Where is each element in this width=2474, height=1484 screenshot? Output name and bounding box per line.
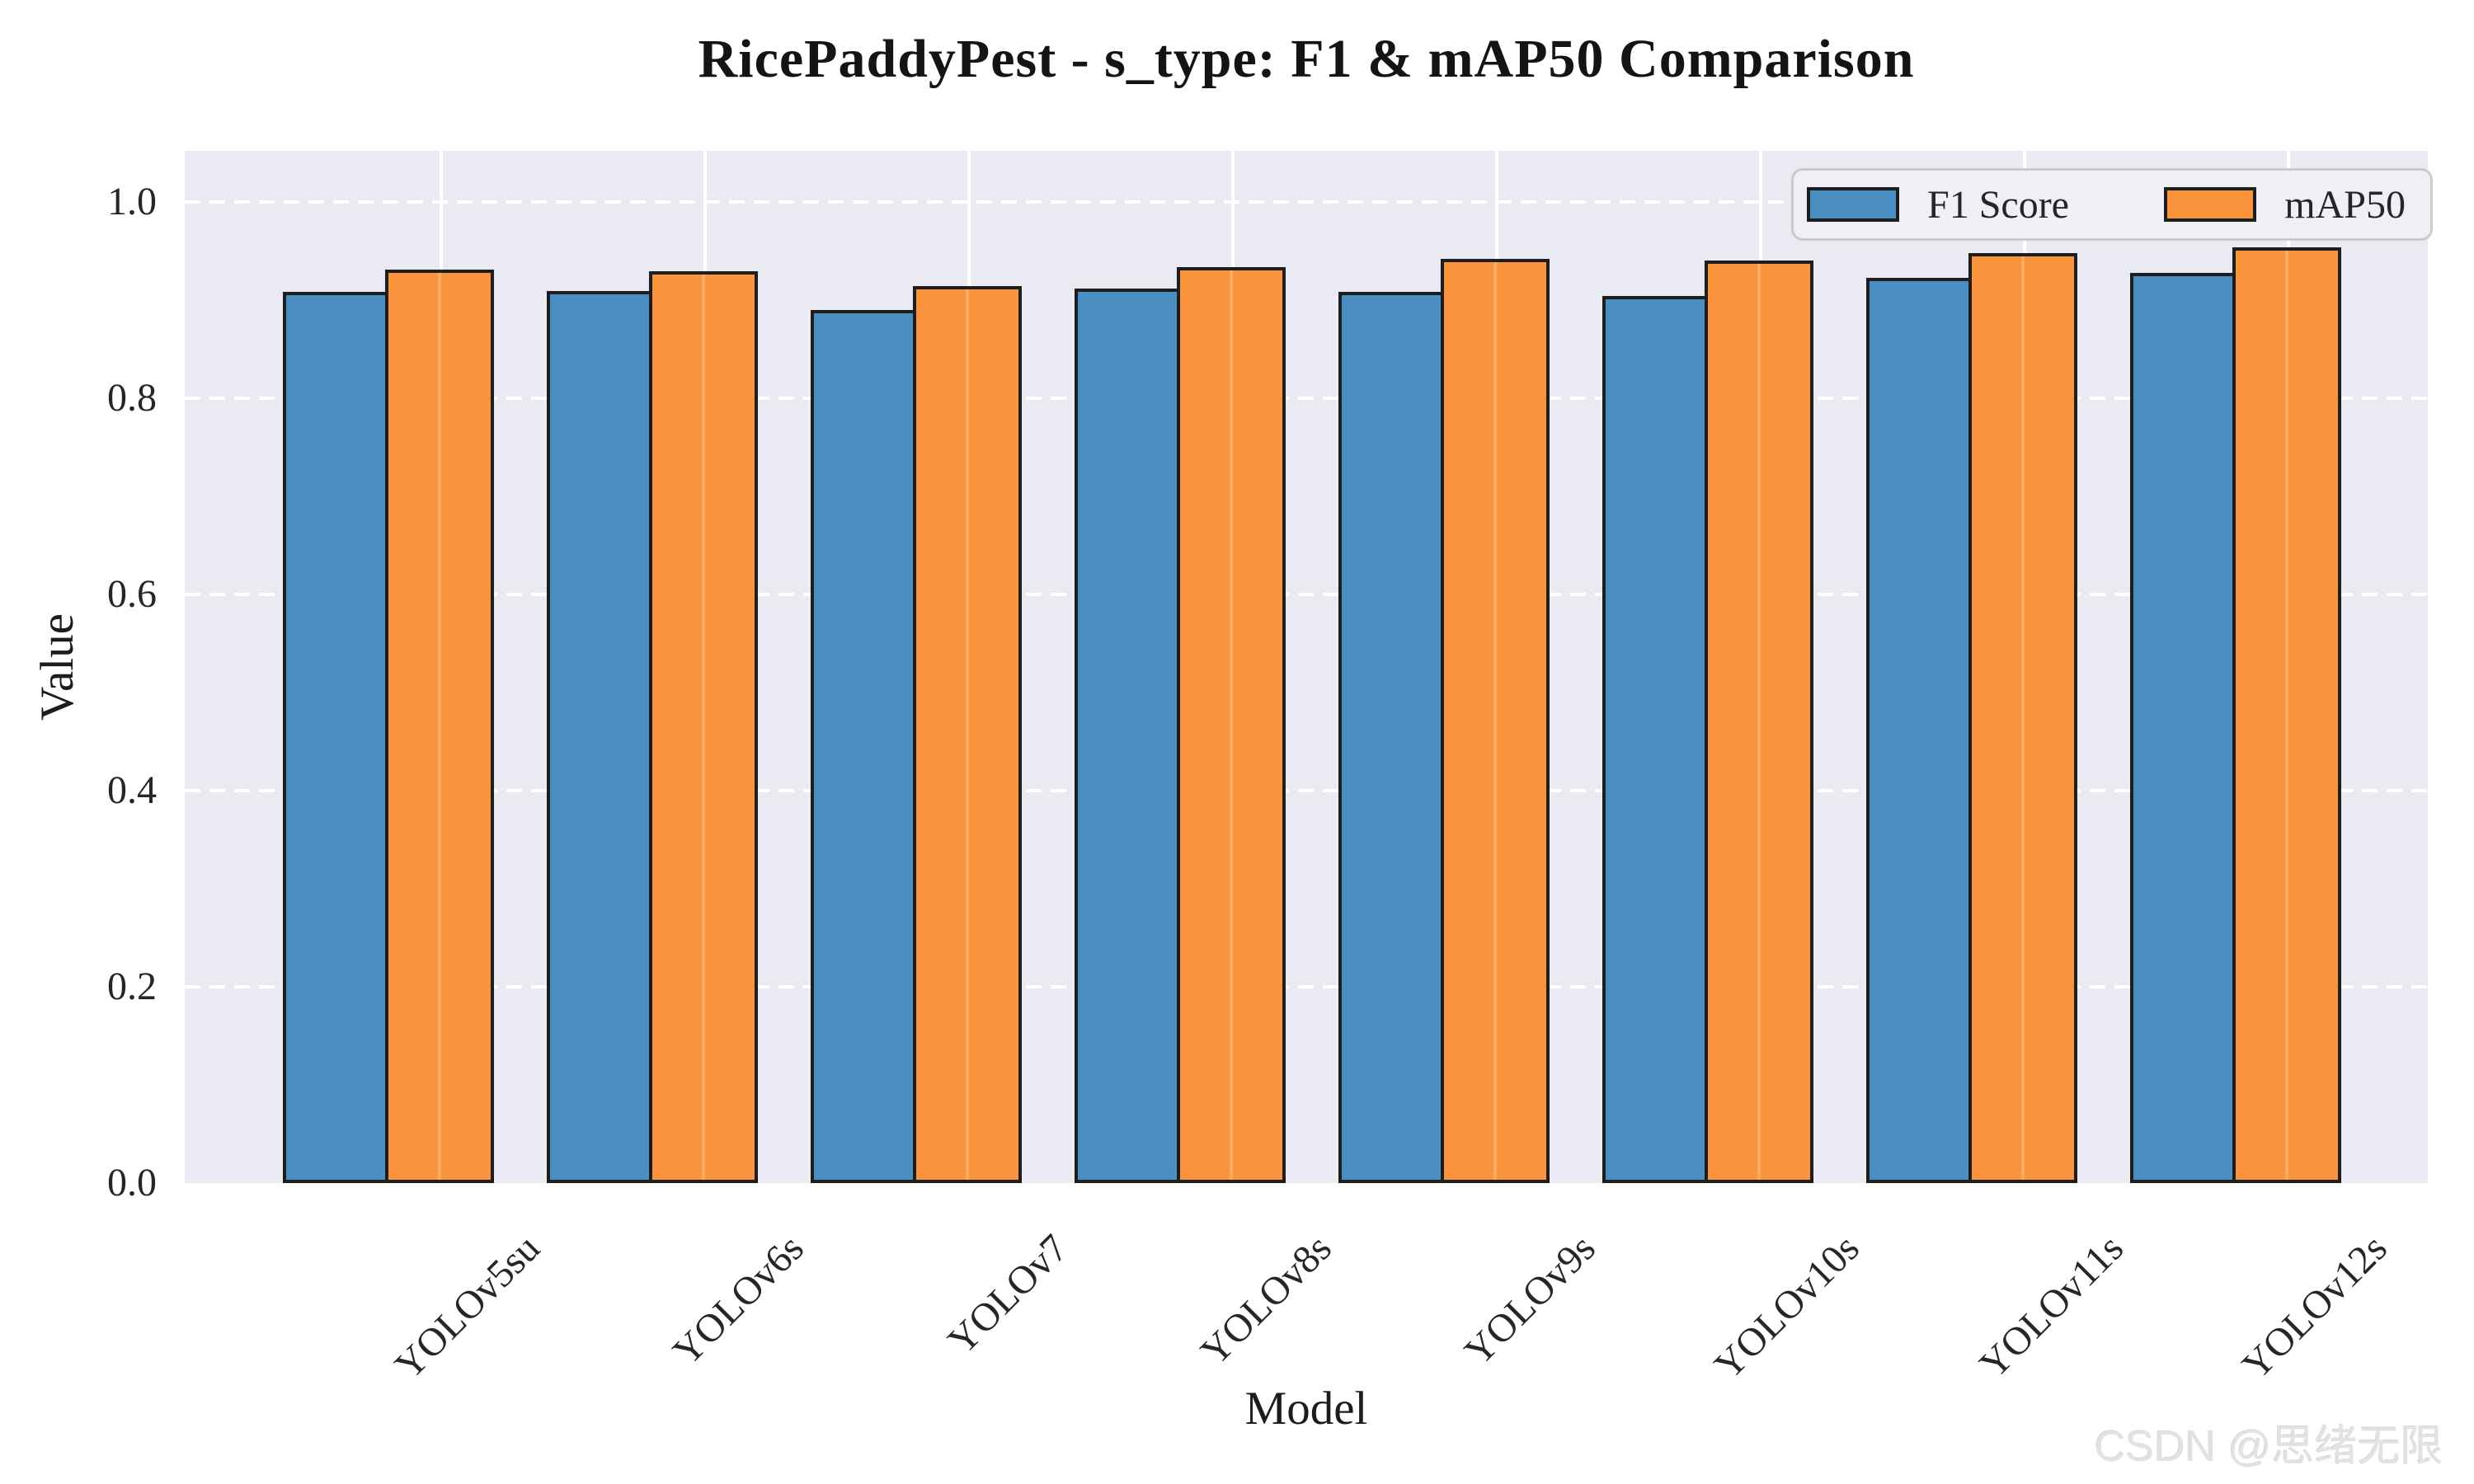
x-tick-label-YOLOv6s: YOLOv6s	[664, 1226, 812, 1374]
bar-map50-YOLOv8s	[1177, 267, 1286, 1183]
x-tick-label-YOLOv12s: YOLOv12s	[2233, 1226, 2396, 1388]
bar-f1-YOLOv11s	[1866, 278, 1972, 1183]
legend-entry-map50: mAP50	[2164, 182, 2406, 228]
legend: F1 Score mAP50	[1791, 168, 2433, 241]
y-tick-label-0.6: 0.6	[107, 572, 157, 616]
legend-label-map50: mAP50	[2284, 182, 2406, 227]
bar-f1-YOLOv6s	[547, 291, 652, 1183]
x-tick-label-YOLOv8s: YOLOv8s	[1192, 1226, 1340, 1374]
bar-f1-YOLOv8s	[1075, 289, 1180, 1183]
gridline-showthrough	[1230, 270, 1233, 1180]
bar-map50-YOLOv7	[913, 286, 1022, 1183]
h-gridline-0.6	[185, 593, 2428, 596]
gridline-showthrough	[966, 289, 969, 1180]
x-tick-label-YOLOv7: YOLOv7	[939, 1226, 1076, 1363]
y-tick-label-1.0: 1.0	[107, 180, 157, 223]
x-axis-label: Model	[1244, 1383, 1368, 1435]
bar-f1-YOLOv10s	[1602, 296, 1708, 1183]
y-tick-label-0.8: 0.8	[107, 376, 157, 420]
legend-entry-f1: F1 Score	[1807, 182, 2069, 228]
h-gridline-0.8	[185, 397, 2428, 400]
gridline-showthrough	[702, 275, 705, 1180]
bar-f1-YOLOv7	[811, 310, 916, 1183]
bar-map50-YOLOv6s	[649, 271, 758, 1183]
y-tick-label-0.2: 0.2	[107, 965, 157, 1008]
gridline-showthrough	[2021, 256, 2025, 1180]
bar-f1-YOLOv12s	[2130, 273, 2236, 1183]
y-axis-label: Value	[31, 613, 83, 721]
bar-map50-YOLOv5su	[385, 270, 494, 1183]
x-tick-label-YOLOv5su: YOLOv5su	[386, 1226, 548, 1388]
bar-f1-YOLOv5su	[283, 292, 388, 1183]
bar-map50-YOLOv11s	[1968, 253, 2077, 1183]
h-gridline-0.4	[185, 789, 2428, 792]
legend-label-f1: F1 Score	[1927, 182, 2069, 227]
x-tick-label-YOLOv9s: YOLOv9s	[1456, 1226, 1604, 1374]
bar-f1-YOLOv9s	[1338, 292, 1444, 1183]
gridline-showthrough	[1493, 262, 1497, 1180]
gridline-showthrough	[1757, 264, 1761, 1180]
x-tick-label-YOLOv11s: YOLOv11s	[1971, 1226, 2132, 1387]
gridline-showthrough	[2285, 251, 2288, 1180]
h-gridline-1.0	[185, 200, 2428, 204]
f1-score-swatch-icon	[1807, 187, 1899, 222]
x-tick-label-YOLOv10s: YOLOv10s	[1705, 1226, 1868, 1388]
watermark: CSDN @思绪无限	[2095, 1423, 2443, 1471]
chart-title: RicePaddyPest - s_type: F1 & mAP50 Compa…	[698, 29, 1915, 89]
bar-map50-YOLOv10s	[1705, 261, 1813, 1183]
y-tick-label-0.4: 0.4	[107, 768, 157, 812]
y-tick-label-0.0: 0.0	[107, 1161, 157, 1205]
plot-area	[185, 151, 2428, 1183]
h-gridline-0.2	[185, 985, 2428, 989]
gridline-showthrough	[438, 273, 441, 1180]
map50-swatch-icon	[2164, 187, 2257, 222]
bar-map50-YOLOv12s	[2232, 247, 2341, 1183]
bar-map50-YOLOv9s	[1441, 259, 1550, 1183]
